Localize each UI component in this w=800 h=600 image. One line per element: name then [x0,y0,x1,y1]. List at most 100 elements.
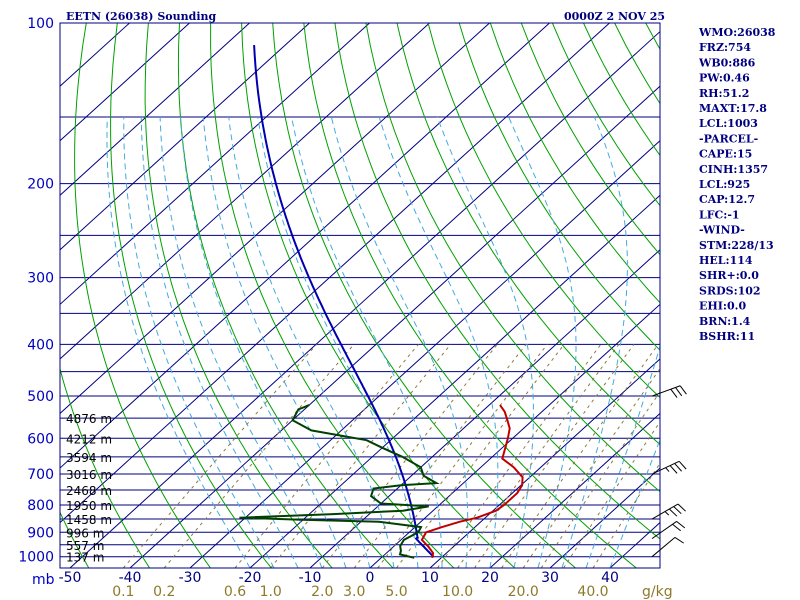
height-label: 2468 m [66,484,112,498]
moist-adiabat-line [330,116,469,568]
isotherm-line [60,23,370,306]
height-label: 996 m [66,526,104,540]
isotherm-line [60,23,190,142]
height-label: 4212 m [66,432,112,446]
mixing-ratio-line [457,344,620,568]
pressure-tick-label: 900 [27,525,54,541]
side-panel-item: LCL:925 [699,178,750,191]
dry-adiabat-line [110,23,272,568]
isotherm-line [189,140,660,568]
isotherm-line [60,23,430,360]
mixing-ratio-label: 2.0 [311,584,333,600]
temperature-tick-label: -10 [299,570,322,586]
isotherm-line [369,303,660,568]
mixing-ratio-line [474,344,635,568]
mixing-ratio-label: 0.1 [112,584,134,600]
height-label: 3594 m [66,451,112,465]
wind-barbs [651,385,687,558]
wind-barb-flag [670,388,678,398]
isotherm-line [549,467,660,568]
mixing-ratio-label: 10.0 [442,584,473,600]
dry-adiabat-line [177,23,394,568]
temperature-tick-label: -40 [119,570,142,586]
side-panel-item: MAXT:17.8 [699,102,767,115]
wind-barb-flag [669,465,678,474]
wind-barb-flag [676,521,686,529]
height-label: 1458 m [66,513,112,527]
moist-adiabat-line [291,116,443,568]
pressure-tick-label: 100 [27,16,54,32]
side-panel-item: PW:0.46 [699,72,750,85]
pressure-tick-label: 700 [27,467,54,483]
side-panel-item: CINH:1357 [699,163,768,176]
mixing-ratio-label: 40.0 [577,584,608,600]
dry-adiabat-line [427,23,660,399]
side-panel-item: STM:228/13 [699,239,774,252]
height-label: 137 m [66,551,104,565]
moist-adiabat-line [561,116,628,568]
parcel-curve [253,45,435,558]
dry-adiabat-line [334,23,660,540]
wind-barb-flag [668,508,678,517]
wind-barb-flag [675,387,683,397]
time-label: 0000Z 2 NOV 25 [564,10,665,23]
isotherm-line [60,23,550,469]
pressure-tick-label: 300 [27,271,54,287]
wind-barb-flag [674,536,684,544]
temperature-tick-label: 10 [421,570,439,586]
mixing-ratio-label: 20.0 [508,584,539,600]
height-label: 557 m [66,539,104,553]
dewpoint-line [239,404,440,559]
side-panel-item: WMO:26038 [698,26,776,39]
isotherm-line [60,23,310,251]
height-label: 1950 m [66,499,112,513]
mixing-ratio-line [122,343,318,568]
moist-adiabat-line [180,116,347,568]
moist-adiabat-line [159,116,323,568]
pressure-tick-label: 600 [27,431,54,447]
mixing-ratio-label: 3.0 [343,584,365,600]
side-panel-item: EHI:0.0 [699,300,746,313]
dry-adiabat-line [272,23,576,568]
dry-adiabat-line [489,23,660,304]
mixing-ratio-label: 0.6 [224,584,246,600]
side-panel-item: FRZ:754 [699,41,751,54]
height-label: 3016 m [66,468,112,482]
moist-adiabat-line [378,116,499,568]
mixing-ratio-line [522,367,660,568]
mixing-ratio-line [377,343,548,568]
wind-barb-flag [678,461,687,470]
side-panel-item: BRN:1.4 [699,315,751,328]
wind-barb-flag [664,511,670,516]
height-label: 4876 m [66,412,112,426]
temperature-line [420,404,524,558]
side-panel-item: -WIND- [699,224,745,237]
wind-barb-flag [679,385,687,395]
wind-barb-flag [673,506,682,515]
side-panel-item: -PARCEL- [699,132,758,145]
mixing-ratio-line [563,421,660,568]
moist-adiabat-line [257,116,419,568]
dry-adiabat-line [74,23,211,568]
mixing-ratio-line [437,343,602,568]
pressure-tick-label: 400 [27,337,54,353]
moist-adiabat-line [436,116,534,568]
dry-adiabat-line [303,23,637,568]
side-panel-item: WB0:886 [698,56,756,69]
temperature-tick-label: 40 [601,570,619,586]
isotherm-line [129,85,660,568]
mixing-ratio-label: 0.2 [153,584,175,600]
moist-adiabat-line [140,116,299,568]
mixing-ratio-line [501,344,659,568]
dry-adiabat-line [60,511,90,568]
wind-barb-flag [665,467,670,472]
dry-adiabat-line [241,23,516,568]
wind-barb-flag [672,523,681,532]
mixing-ratio-line [592,462,660,568]
mixing-ratio-unit-label: g/kg [642,584,673,600]
side-panel-item: CAPE:15 [699,148,752,161]
side-panel-item: SHR+:0.0 [699,269,759,282]
dry-adiabat-line [60,367,151,568]
